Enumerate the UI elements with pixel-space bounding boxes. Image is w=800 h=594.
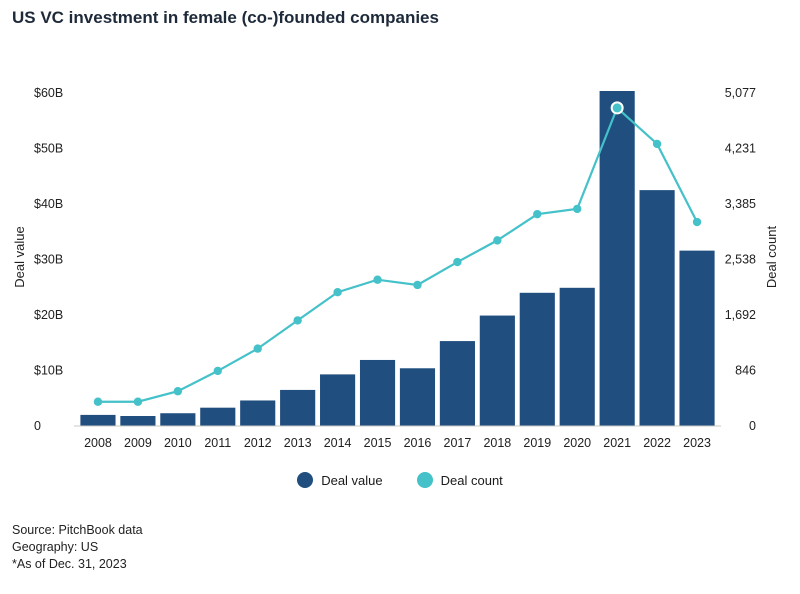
y-right-tick-label: 2,538 xyxy=(725,253,756,267)
bar-deal-value-2012[interactable] xyxy=(240,400,276,426)
asof-note: *As of Dec. 31, 2023 xyxy=(12,557,127,571)
bar-deal-value-2017[interactable] xyxy=(439,341,475,426)
deal-value-bars xyxy=(80,91,715,426)
y-right-tick-label: 3,385 xyxy=(725,197,756,211)
bar-deal-value-2010[interactable] xyxy=(160,413,196,426)
point-deal-count-2021[interactable] xyxy=(610,101,624,115)
bar-deal-value-2015[interactable] xyxy=(359,359,396,426)
x-tick-label: 2018 xyxy=(483,436,511,450)
source-note: Source: PitchBook data xyxy=(12,523,143,537)
geography-note: Geography: US xyxy=(12,540,99,554)
x-tick-label: 2022 xyxy=(643,436,671,450)
point-deal-count-2015[interactable] xyxy=(373,275,382,284)
bar-deal-value-2022[interactable] xyxy=(639,190,675,426)
x-tick-label: 2010 xyxy=(164,436,192,450)
bar-deal-value-2014[interactable] xyxy=(320,374,356,426)
point-deal-count-2009[interactable] xyxy=(133,397,143,406)
point-deal-count-2014[interactable] xyxy=(333,287,342,297)
y-right-tick-label: 846 xyxy=(735,364,756,378)
legend-swatch-deal-value xyxy=(297,472,314,488)
point-deal-count-2011[interactable] xyxy=(213,366,222,376)
legend-label-deal-value: Deal value xyxy=(321,472,383,488)
legend-label-deal-count: Deal count xyxy=(440,472,503,488)
bar-deal-value-2021[interactable] xyxy=(599,91,635,426)
bar-deal-value-2013[interactable] xyxy=(280,389,316,426)
point-deal-count-2008[interactable] xyxy=(93,397,103,406)
y-left-tick-label: $30B xyxy=(34,253,63,267)
deal-count-line xyxy=(93,101,702,406)
x-tick-label: 2020 xyxy=(563,436,591,450)
x-tick-label: 2009 xyxy=(124,436,152,450)
chart-title: US VC investment in female (co-)founded … xyxy=(12,8,439,27)
bar-deal-value-2016[interactable] xyxy=(399,368,436,426)
y-right-tick-label: 0 xyxy=(749,419,756,433)
point-deal-count-2023[interactable] xyxy=(692,217,702,227)
legend: Deal value Deal count xyxy=(0,472,800,488)
point-deal-count-2016[interactable] xyxy=(413,280,422,290)
bar-deal-value-2011[interactable] xyxy=(200,407,236,426)
point-deal-count-2020[interactable] xyxy=(573,204,582,214)
y-axis-label-right: Deal count xyxy=(764,226,779,289)
x-tick-label: 2011 xyxy=(204,436,231,450)
bar-deal-value-2019[interactable] xyxy=(519,292,555,426)
chart-svg: 0 $10B $20B $30B $40B $50B $60B 0 846 1,692 2,538 3… xyxy=(12,86,779,450)
bar-deal-value-2023[interactable] xyxy=(679,250,715,426)
point-deal-count-2010[interactable] xyxy=(173,387,183,396)
deal-count-polyline xyxy=(97,106,699,403)
legend-item-deal-value[interactable]: Deal value xyxy=(297,472,383,488)
y-right-tick-label: 4,231 xyxy=(725,141,756,155)
point-deal-count-2013[interactable] xyxy=(293,316,302,325)
point-deal-count-2018[interactable] xyxy=(493,236,502,245)
y-left-tick-label: $50B xyxy=(34,142,63,156)
x-tick-label: 2012 xyxy=(244,436,272,450)
bar-deal-value-2008[interactable] xyxy=(80,414,116,426)
point-deal-count-2012[interactable] xyxy=(253,344,262,353)
y-left-tick-label: $10B xyxy=(34,364,63,378)
y-right-tick-label: 1,692 xyxy=(725,308,756,322)
y-left-tick-label: $40B xyxy=(34,197,63,211)
y-left-tick-label: 0 xyxy=(34,419,41,433)
y-left-tick-label: $60B xyxy=(34,86,63,100)
legend-swatch-deal-count xyxy=(416,472,433,488)
x-tick-label: 2016 xyxy=(404,436,432,450)
x-tick-label: 2013 xyxy=(284,436,312,450)
x-tick-label: 2023 xyxy=(683,436,711,450)
x-tick-label: 2015 xyxy=(364,436,392,450)
y-right-tick-label: 5,077 xyxy=(725,86,756,100)
y-left-tick-label: $20B xyxy=(34,308,63,322)
y-axis-label-left: Deal value xyxy=(12,226,27,287)
axes: 0 $10B $20B $30B $40B $50B $60B 0 846 1,692 2,538 3… xyxy=(34,86,756,450)
x-tick-label: 2019 xyxy=(523,436,551,450)
footer-notes: Source: PitchBook data Geography: US *As… xyxy=(12,522,143,573)
x-tick-label: 2021 xyxy=(603,436,631,450)
point-deal-count-2017[interactable] xyxy=(453,257,462,267)
legend-item-deal-count[interactable]: Deal count xyxy=(416,472,503,488)
bar-deal-value-2018[interactable] xyxy=(479,315,515,426)
x-tick-label: 2017 xyxy=(444,436,472,450)
x-tick-label: 2008 xyxy=(84,436,112,450)
bar-deal-value-2020[interactable] xyxy=(559,287,595,426)
bar-deal-value-2009[interactable] xyxy=(120,416,156,426)
point-deal-count-2022[interactable] xyxy=(652,139,662,149)
point-deal-count-2019[interactable] xyxy=(533,209,542,219)
x-tick-label: 2014 xyxy=(324,436,352,450)
